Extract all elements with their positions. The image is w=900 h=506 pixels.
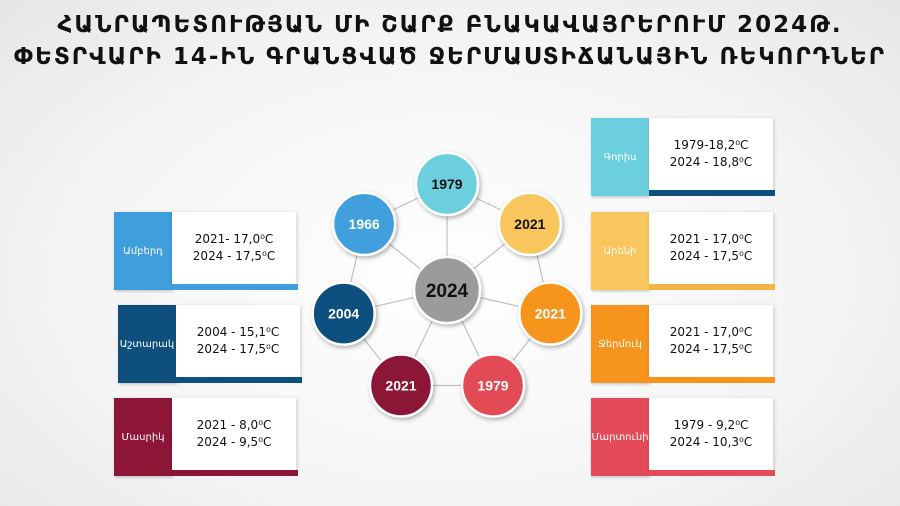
card-underline <box>649 284 775 290</box>
year-node-label: 1966 <box>349 216 380 232</box>
year-node: 2021 <box>497 191 563 257</box>
station-values: 2004 - 15,1⁰C 2024 - 17,5⁰C <box>176 305 300 377</box>
station-name-tab: Արենի <box>591 212 649 290</box>
station-name-tab: Ամբերդ <box>114 212 172 290</box>
station-values: 2021 - 17,0⁰C 2024 - 17,5⁰C <box>649 305 773 377</box>
year-node-circle <box>460 353 526 418</box>
year-node-circle <box>414 151 480 217</box>
title-line-2: ՓԵՏՐՎԱՐԻ 14-ԻՆ ԳՐԱՆՑՎԱԾ ՋԵՐՄԱՍՏԻՃԱՆԱՅԻՆ … <box>13 44 887 70</box>
record-value-old: 2021 - 17,0⁰C <box>669 325 753 339</box>
year-node-label: 1979 <box>431 176 462 192</box>
station-name-tab: Ջերմուկ <box>591 305 649 383</box>
year-node-circle <box>497 191 563 257</box>
year-node-label: 2004 <box>328 306 359 322</box>
year-node-label: 2021 <box>514 216 545 232</box>
center-node-circle <box>412 255 482 325</box>
card-underline <box>172 284 298 290</box>
card-underline <box>176 377 302 383</box>
record-value-new: 2024 - 17,5⁰C <box>669 249 753 263</box>
record-value-new: 2024 - 18,8⁰C <box>669 155 753 169</box>
station-values: 2021- 17,0⁰C 2024 - 17,5⁰C <box>172 212 296 284</box>
year-node: 1979 <box>414 151 480 217</box>
station-card-ashtarak: Աշտարակ 2004 - 15,1⁰C 2024 - 17,5⁰C <box>118 305 302 383</box>
center-node-label: 2024 <box>426 281 469 302</box>
station-card-jermuk: Ջերմուկ 2021 - 17,0⁰C 2024 - 17,5⁰C <box>591 305 775 383</box>
record-value-old: 2021 - 17,0⁰C <box>669 232 753 246</box>
station-values: 1979-18,2⁰C 2024 - 18,8⁰C <box>649 118 773 190</box>
station-card-masrik: Մասրիկ 2021 - 8,0⁰C 2024 - 9,5⁰C <box>114 398 298 476</box>
year-node: 2004 <box>311 281 376 346</box>
record-value-new: 2024 - 10,3⁰C <box>669 435 753 449</box>
year-nodes: 1979 2021 2021 1979 2021 2004 1966 <box>311 151 583 418</box>
title-line-1: ՀԱՆՐԱՊԵՏՈՒԹՅԱՆ ՄԻ ՇԱՐՔ ԲՆԱԿԱՎԱՅՐԵՐՈՒՄ 20… <box>57 12 843 38</box>
record-value-new: 2024 - 17,5⁰C <box>192 249 276 263</box>
station-name-tab: Աշտարակ <box>118 305 176 383</box>
record-value-new: 2024 - 9,5⁰C <box>196 435 272 449</box>
year-node: 1966 <box>331 191 397 257</box>
card-underline <box>649 190 775 196</box>
year-node: 2021 <box>368 353 434 418</box>
year-node-label: 1979 <box>477 378 508 394</box>
record-value-old: 1979 - 9,2⁰C <box>673 418 749 432</box>
card-underline <box>172 470 298 476</box>
record-value-old: 2021 - 8,0⁰C <box>196 418 272 432</box>
station-card-goris: Գորիս 1979-18,2⁰C 2024 - 18,8⁰C <box>591 118 775 196</box>
year-node-circle <box>518 281 583 346</box>
record-value-new: 2024 - 17,5⁰C <box>669 342 753 356</box>
station-name-tab: Գորիս <box>591 118 649 196</box>
year-node-circle <box>311 281 376 346</box>
record-value-old: 2004 - 15,1⁰C <box>196 325 280 339</box>
station-values: 1979 - 9,2⁰C 2024 - 10,3⁰C <box>649 398 773 470</box>
year-node-circle <box>368 353 434 418</box>
station-values: 2021 - 17,0⁰C 2024 - 17,5⁰C <box>649 212 773 284</box>
record-value-old: 1979-18,2⁰C <box>673 138 749 152</box>
card-underline <box>649 377 775 383</box>
station-card-areni: Արենի 2021 - 17,0⁰C 2024 - 17,5⁰C <box>591 212 775 290</box>
card-underline <box>649 470 775 476</box>
station-name-tab: Մասրիկ <box>114 398 172 476</box>
station-card-martuni: Մարտունի 1979 - 9,2⁰C 2024 - 10,3⁰C <box>591 398 775 476</box>
year-node-circle <box>331 191 397 257</box>
year-node: 2021 <box>518 281 583 346</box>
record-value-old: 2021- 17,0⁰C <box>194 232 274 246</box>
center-node: 2024 <box>412 255 482 325</box>
year-node-label: 2021 <box>535 306 566 322</box>
station-card-amberd: Ամբերդ 2021- 17,0⁰C 2024 - 17,5⁰C <box>114 212 298 290</box>
station-values: 2021 - 8,0⁰C 2024 - 9,5⁰C <box>172 398 296 470</box>
year-node-label: 2021 <box>385 378 416 394</box>
record-value-new: 2024 - 17,5⁰C <box>196 342 280 356</box>
station-name-tab: Մարտունի <box>591 398 649 476</box>
year-node: 1979 <box>460 353 526 418</box>
